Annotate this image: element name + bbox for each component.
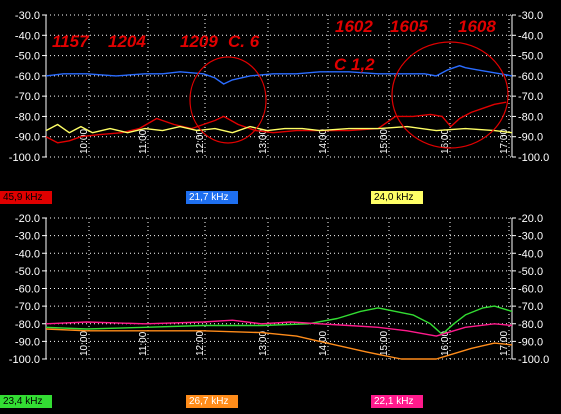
annotation-label: C. 6 xyxy=(228,32,260,51)
y-tick-label-right: -30.0 xyxy=(518,231,543,243)
x-tick-label: 14:00 xyxy=(318,331,329,356)
y-tick-label-left: -90.0 xyxy=(15,336,40,348)
series-line-1 xyxy=(45,101,507,144)
x-tick-label: 13:00 xyxy=(258,129,269,154)
y-tick-label-right: -90.0 xyxy=(518,132,543,144)
y-tick-label-right: -70.0 xyxy=(518,301,543,313)
series-line-3 xyxy=(45,123,513,134)
y-tick-label-left: -70.0 xyxy=(15,301,40,313)
y-tick-label-right: -30.0 xyxy=(518,10,543,22)
y-tick-label-left: -60.0 xyxy=(15,71,40,83)
x-tick-label: 10:00 xyxy=(79,129,90,154)
legend-top-1: 45,9 kHz xyxy=(0,191,52,204)
x-tick-label: 17:00 xyxy=(499,129,510,154)
series-line-1 xyxy=(45,305,513,335)
y-tick-label-left: -100.0 xyxy=(9,354,40,366)
y-tick-label-right: -20.0 xyxy=(518,213,543,225)
y-tick-label-left: -30.0 xyxy=(15,10,40,22)
series-line-2 xyxy=(45,328,513,360)
x-tick-label: 14:00 xyxy=(318,129,329,154)
y-tick-label-left: -80.0 xyxy=(15,319,40,331)
legend-top-3: 24,0 kHz xyxy=(371,191,423,204)
y-tick-label-right: -40.0 xyxy=(518,248,543,260)
annotation-label: 1204 xyxy=(108,32,146,51)
series-line-2 xyxy=(45,64,513,85)
annotation-label: 1608 xyxy=(458,17,496,36)
x-tick-label: 11:00 xyxy=(138,331,149,356)
y-tick-label-right: -100.0 xyxy=(518,152,549,164)
y-tick-label-left: -40.0 xyxy=(15,248,40,260)
x-tick-label: 17:00 xyxy=(499,331,510,356)
y-tick-label-left: -80.0 xyxy=(15,111,40,123)
x-tick-label: 16:00 xyxy=(440,331,451,356)
x-tick-label: 12:00 xyxy=(195,331,206,356)
y-tick-label-right: -80.0 xyxy=(518,111,543,123)
legend-bottom-2: 26,7 kHz xyxy=(186,395,238,408)
annotation-circle-left xyxy=(189,56,267,144)
series-line-3 xyxy=(45,319,513,337)
y-tick-label-right: -60.0 xyxy=(518,284,543,296)
y-tick-label-right: -60.0 xyxy=(518,71,543,83)
x-tick-label: 13:00 xyxy=(258,331,269,356)
y-tick-label-right: -100.0 xyxy=(518,354,549,366)
x-tick-label: 15:00 xyxy=(379,129,390,154)
annotation-label: 1602 xyxy=(335,17,373,36)
x-tick-label: 11:00 xyxy=(138,129,149,154)
y-tick-label-right: -90.0 xyxy=(518,336,543,348)
y-tick-label-right: -40.0 xyxy=(518,30,543,42)
annotation-label: C 1,2 xyxy=(334,55,375,74)
annotation-circle-right xyxy=(391,41,509,149)
annotation-label: 1157 xyxy=(52,32,90,51)
y-tick-label-left: -30.0 xyxy=(15,231,40,243)
annotation-label: 1605 xyxy=(390,17,428,36)
y-tick-label-left: -60.0 xyxy=(15,284,40,296)
y-tick-label-left: -50.0 xyxy=(15,266,40,278)
x-tick-label: 15:00 xyxy=(379,331,390,356)
x-tick-label: 16:00 xyxy=(440,129,451,154)
y-tick-label-left: -50.0 xyxy=(15,51,40,63)
y-tick-label-left: -70.0 xyxy=(15,91,40,103)
y-tick-label-right: -70.0 xyxy=(518,91,543,103)
y-tick-label-right: -50.0 xyxy=(518,51,543,63)
y-tick-label-right: -80.0 xyxy=(518,319,543,331)
y-tick-label-left: -90.0 xyxy=(15,132,40,144)
annotation-label: 1209 xyxy=(180,32,218,51)
legend-top-2: 21,7 kHz xyxy=(186,191,238,204)
y-tick-label-left: -40.0 xyxy=(15,30,40,42)
x-tick-label: 10:00 xyxy=(79,331,90,356)
legend-bottom-3: 22,1 kHz xyxy=(371,395,423,408)
y-tick-label-left: -20.0 xyxy=(15,213,40,225)
x-tick-label: 12:00 xyxy=(195,129,206,154)
y-tick-label-left: -100.0 xyxy=(9,152,40,164)
legend-bottom-1: 23,4 kHz xyxy=(0,395,52,408)
y-tick-label-right: -50.0 xyxy=(518,266,543,278)
